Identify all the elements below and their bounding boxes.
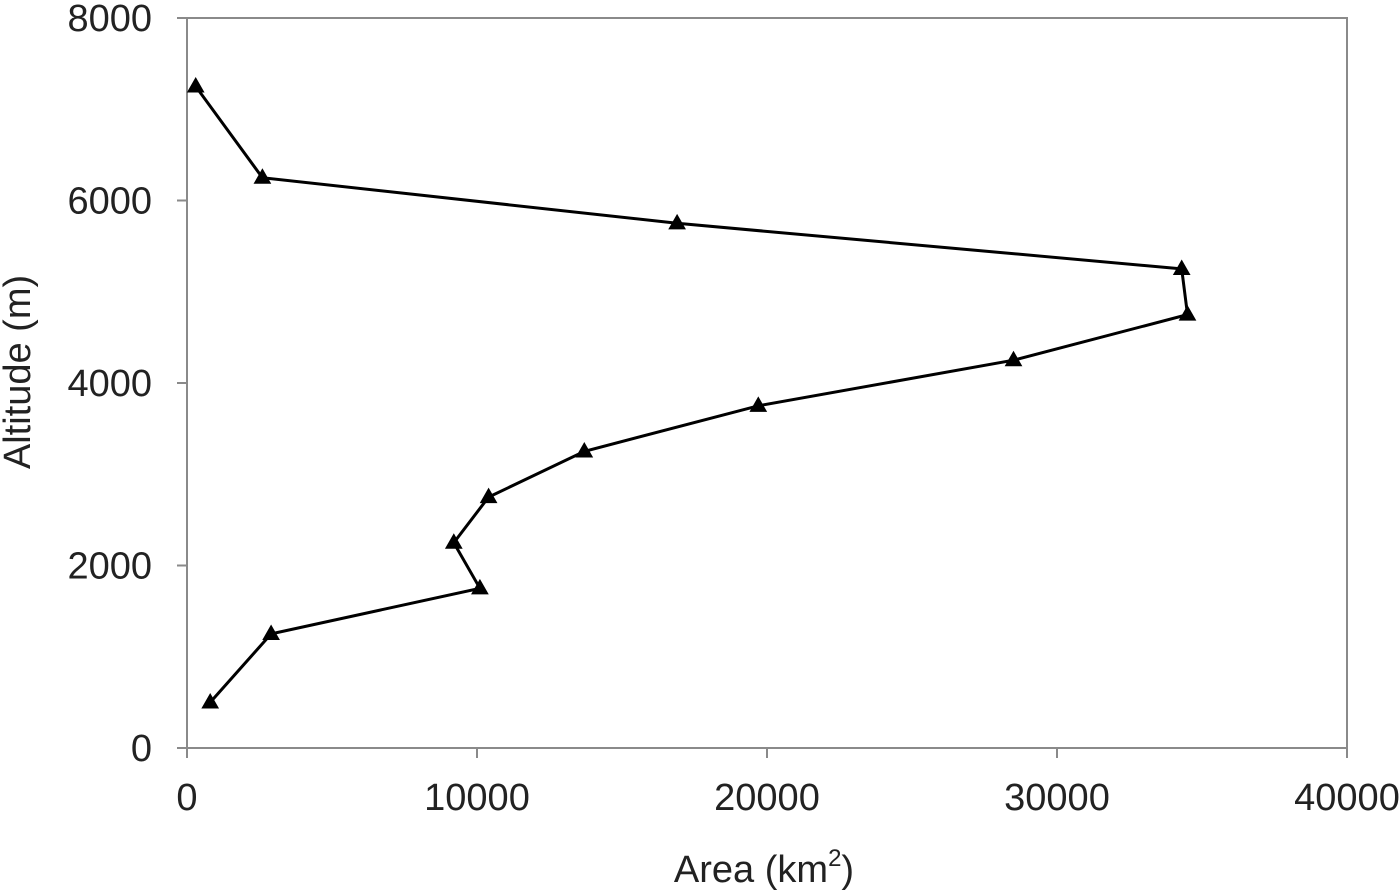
plot-area [186,17,1348,749]
x-axis-title-close: ) [841,849,854,891]
data-point-marker [186,77,205,93]
data-point-marker [1172,259,1191,276]
y-tick-label: 4000 [67,363,152,405]
data-point-marker [201,692,220,709]
x-tick-label: 0 [176,777,197,819]
data-point-marker [262,624,280,641]
data-point-marker [749,396,768,412]
data-point-marker [253,168,272,184]
x-axis-title-main: Area (km [674,849,828,891]
x-axis-title-superscript: 2 [828,845,841,872]
data-point-marker [1004,350,1023,367]
data-point-marker [479,487,498,504]
data-point-marker [668,213,686,230]
data-point-marker [471,578,489,595]
y-tick-label: 6000 [67,181,152,223]
y-tick-label: 2000 [67,546,152,588]
x-tick-label: 30000 [1004,777,1110,819]
series-markers [186,77,1197,709]
x-tick-label: 10000 [424,777,530,819]
x-tick-label: 20000 [714,777,820,819]
x-axis-tick-labels: 0 10000 20000 30000 40000 [176,777,1399,819]
y-tick-label: 8000 [67,0,152,40]
x-axis-ticks [186,748,1348,758]
y-axis-tick-labels: 0 2000 4000 6000 8000 [67,0,152,770]
y-tick-label: 0 [131,728,152,770]
data-point-marker [1178,305,1197,321]
x-tick-label: 40000 [1294,777,1400,819]
x-axis-title: Area (km2) [674,845,854,891]
data-point-marker [575,442,594,458]
y-axis-title: Altitude (m) [0,275,39,469]
data-point-marker [444,533,463,549]
y-axis-ticks [177,17,187,749]
